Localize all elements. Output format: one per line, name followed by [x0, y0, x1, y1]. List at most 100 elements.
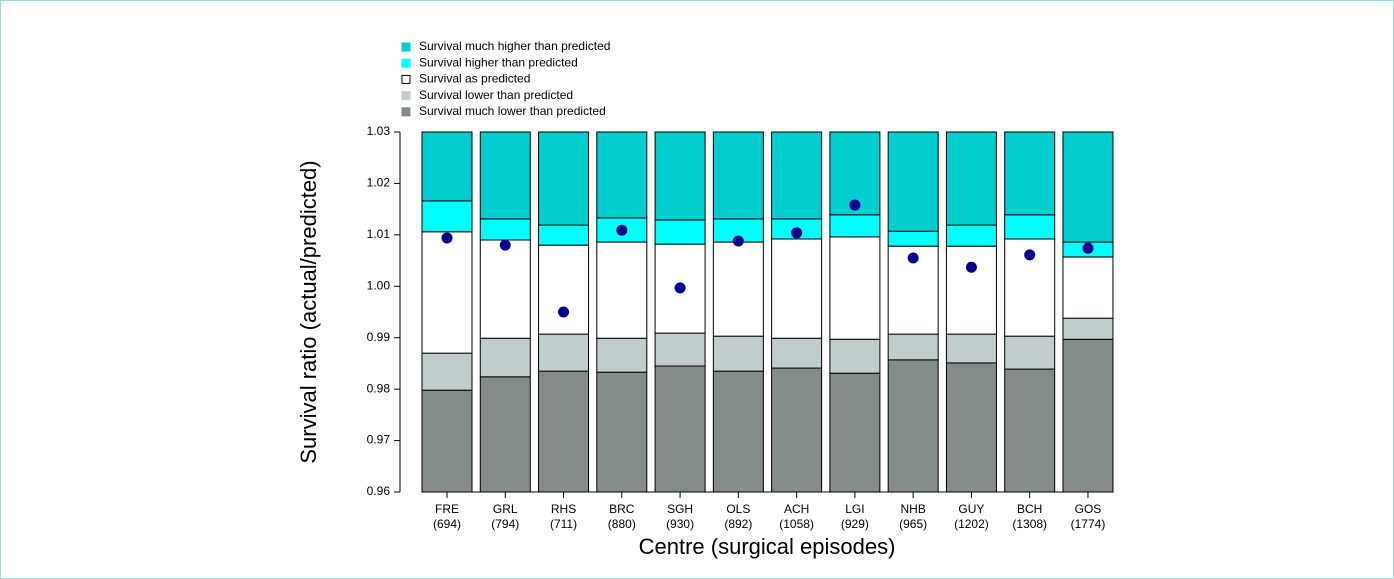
actual-point: [1024, 249, 1036, 261]
bar-segment: [771, 367, 823, 493]
y-tick-label: 0.99: [367, 330, 391, 344]
bar-segment: [945, 333, 997, 364]
bar-segment: [421, 131, 473, 202]
legend-swatch: [401, 91, 411, 101]
bar-segment: [538, 244, 590, 335]
bar-segment: [421, 389, 473, 493]
bar-segment: [1062, 338, 1114, 493]
bar-segment: [596, 337, 648, 373]
legend-swatch: [401, 42, 411, 52]
bar-segment: [1004, 368, 1056, 493]
x-tick-label: FRE: [435, 502, 459, 516]
actual-point: [849, 199, 861, 211]
y-tick-label: 1.02: [367, 176, 391, 190]
bar-segment: [654, 219, 706, 245]
bar-segment: [479, 239, 531, 339]
actual-point: [441, 232, 453, 244]
y-tick-label: 1.01: [367, 227, 391, 241]
actual-point: [558, 306, 570, 318]
x-tick-label: LGI: [845, 502, 864, 516]
x-tick-sublabel: (930): [666, 517, 694, 531]
bar-segment: [479, 337, 531, 378]
bar-segment: [945, 224, 997, 247]
bar-segment: [1004, 214, 1056, 240]
bar-segment: [829, 338, 881, 374]
bar-segment: [1004, 335, 1056, 370]
bar-segment: [887, 131, 939, 232]
bar-segment: [1062, 256, 1114, 319]
bar-segment: [945, 131, 997, 226]
bar-segment: [712, 370, 764, 493]
x-tick-label: GRL: [493, 502, 518, 516]
actual-point: [732, 235, 744, 247]
bar-segment: [479, 131, 531, 220]
x-tick-label: BCH: [1017, 502, 1042, 516]
bar-segment: [829, 372, 881, 493]
bar-segment: [712, 241, 764, 337]
bar-segment: [538, 370, 590, 493]
x-tick-label: RHS: [551, 502, 576, 516]
x-tick-sublabel: (794): [491, 517, 519, 531]
legend-swatch: [401, 74, 411, 84]
actual-point: [674, 282, 686, 294]
bar-segment: [712, 335, 764, 372]
bar-segment: [771, 238, 823, 339]
legend-swatch: [401, 58, 411, 68]
bar-segment: [654, 131, 706, 221]
bar-segment: [712, 131, 764, 220]
x-tick-sublabel: (694): [433, 517, 461, 531]
legend-label: Survival lower than predicted: [419, 88, 573, 102]
actual-point: [1082, 242, 1094, 254]
x-tick-sublabel: (929): [841, 517, 869, 531]
x-tick-sublabel: (711): [550, 517, 577, 531]
actual-point: [907, 252, 919, 264]
bar-segment: [945, 362, 997, 493]
actual-point: [791, 227, 803, 239]
bar-segment: [1062, 317, 1114, 340]
bar-segment: [654, 332, 706, 367]
y-tick-label: 0.96: [367, 484, 391, 498]
bar-segment: [596, 131, 648, 219]
x-tick-sublabel: (892): [724, 517, 752, 531]
bar-segment: [479, 376, 531, 493]
x-tick-label: GUY: [958, 502, 984, 516]
bar-segment: [654, 365, 706, 493]
bar-segment: [538, 131, 590, 226]
bar-segment: [771, 337, 823, 369]
bar-segment: [771, 131, 823, 220]
bar-segment: [887, 333, 939, 361]
bar-segment: [538, 333, 590, 372]
bar-segment: [1004, 131, 1056, 216]
y-tick-label: 0.97: [367, 433, 391, 447]
y-tick-label: 1.03: [367, 124, 391, 138]
bar-segment: [596, 371, 648, 493]
bar-segment: [596, 241, 648, 339]
actual-point: [499, 239, 511, 251]
x-tick-label: SGH: [667, 502, 693, 516]
legend-label: Survival as predicted: [419, 72, 530, 86]
bar-segment: [421, 352, 473, 391]
actual-point: [965, 261, 977, 273]
x-tick-label: BRC: [609, 502, 635, 516]
x-tick-sublabel: (1202): [954, 517, 989, 531]
bar-segment: [887, 230, 939, 247]
legend-label: Survival higher than predicted: [419, 55, 578, 69]
legend-label: Survival much lower than predicted: [419, 104, 606, 118]
x-tick-label: GOS: [1075, 502, 1102, 516]
bar-segment: [1062, 131, 1114, 243]
x-tick-label: OLS: [726, 502, 750, 516]
bar-segment: [887, 359, 939, 493]
x-tick-sublabel: (1308): [1012, 517, 1047, 531]
y-tick-label: 1.00: [367, 278, 391, 292]
x-tick-label: NHB: [900, 502, 925, 516]
x-tick-sublabel: (1774): [1071, 517, 1106, 531]
actual-point: [616, 224, 628, 236]
legend-label: Survival much higher than predicted: [419, 39, 610, 53]
x-tick-label: ACH: [784, 502, 809, 516]
bar-segment: [538, 224, 590, 246]
bar-segment: [421, 200, 473, 233]
bar-segment: [421, 231, 473, 354]
x-tick-sublabel: (1058): [779, 517, 814, 531]
bar-segment: [479, 218, 531, 241]
